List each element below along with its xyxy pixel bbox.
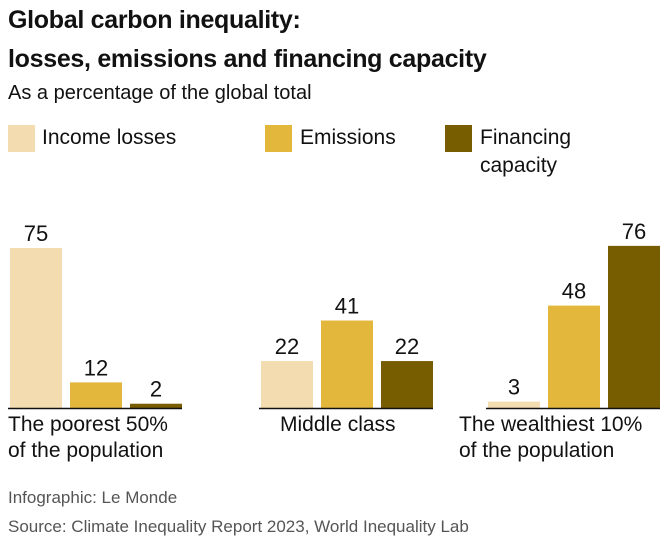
category-label-line: of the population [459,439,615,462]
category-label-line: Middle class [280,413,396,436]
bar [130,403,182,408]
legend-label-income-losses: Income losses [42,126,177,149]
source: Source: Climate Inequality Report 2023, … [8,517,469,536]
chart-title-line2: losses, emissions and financing capacity [8,45,487,73]
legend-swatch-financing [445,125,472,152]
bar [261,361,313,408]
category-label-line: The wealthiest 10% [459,413,643,436]
legend-label-emissions: Emissions [300,126,396,149]
data-label: 2 [150,377,162,402]
data-label: 3 [508,375,520,400]
data-label: 22 [395,334,419,359]
legend-swatch-emissions [265,125,292,152]
data-label: 48 [562,279,586,304]
chart-title: Global carbon inequality: [8,6,301,34]
credit: Infographic: Le Monde [8,488,178,507]
category-label-poorest: The poorest 50% of the population [8,412,168,464]
legend-label-financing-line2: capacity [480,154,558,177]
legend-label-financing: Financing [480,126,572,149]
data-label: 22 [275,334,299,359]
bar [381,361,433,408]
data-label: 76 [622,219,646,244]
category-label-line: of the population [8,439,164,462]
bar [608,245,660,408]
bar [488,401,540,408]
data-label: 75 [24,221,48,246]
bar [70,382,122,408]
category-label-middle: Middle class [280,412,396,438]
data-label: 12 [84,355,108,380]
bar [10,248,62,408]
category-label-line: The poorest 50% [8,413,168,436]
chart-subtitle: As a percentage of the global total [8,82,312,104]
bar [321,320,373,408]
category-label-wealthiest: The wealthiest 10% of the population [459,412,642,464]
legend-swatch-income-losses [8,125,35,152]
bar [548,305,600,408]
data-label: 41 [335,294,359,319]
